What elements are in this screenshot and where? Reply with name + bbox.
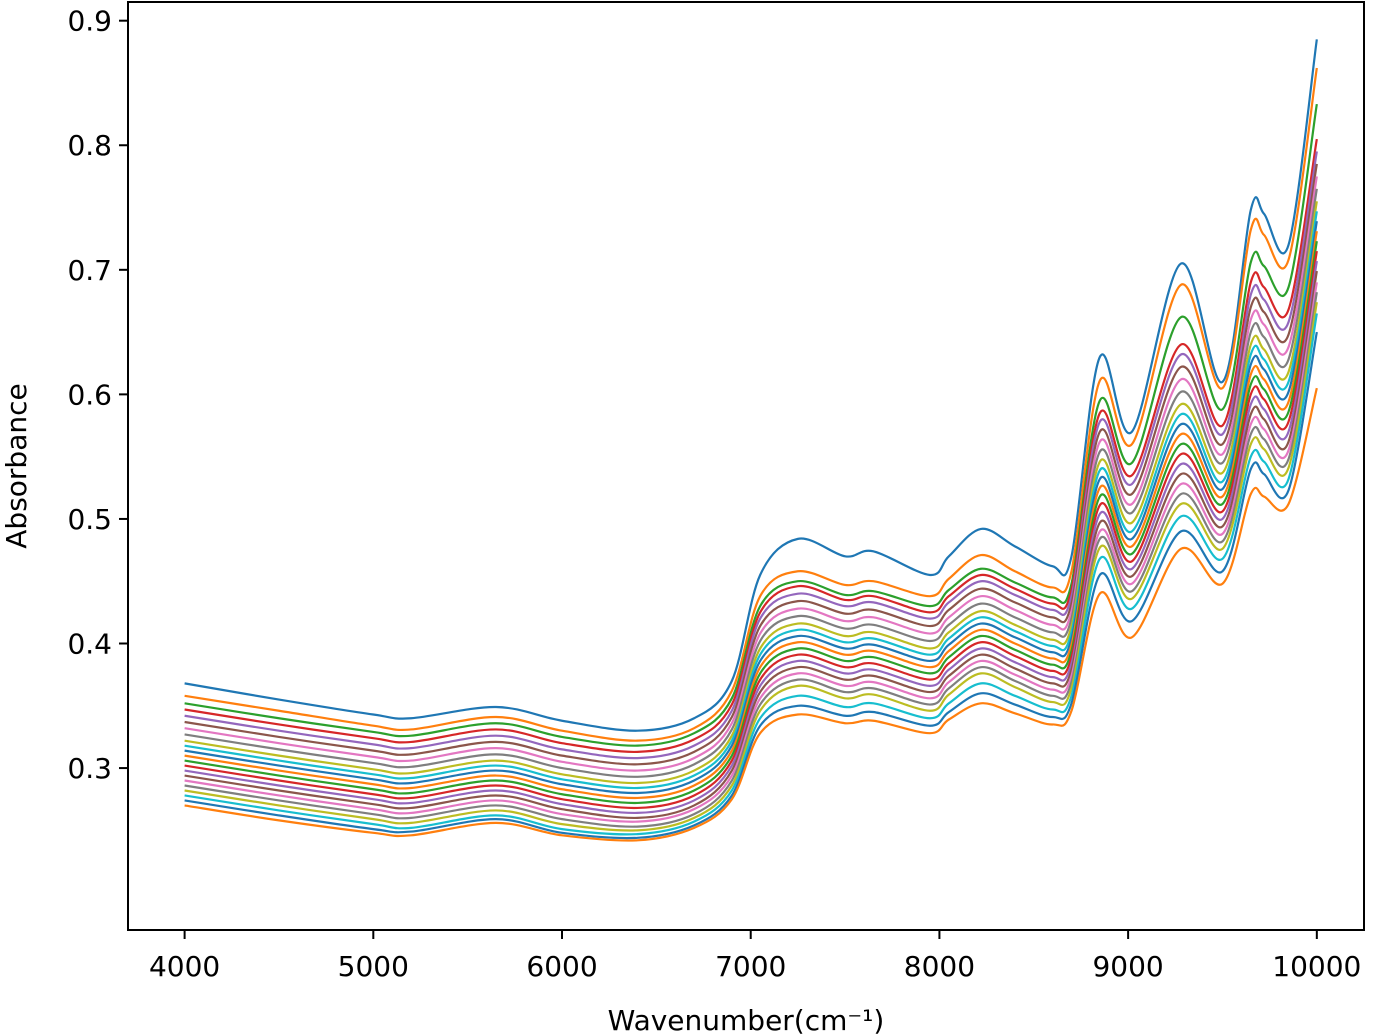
spectrum-line-2 (184, 67, 1318, 742)
spectrum-line-13 (184, 240, 1318, 805)
spectrum-line-8 (184, 188, 1318, 778)
x-tick-label: 8000 (904, 950, 975, 983)
y-axis-label: Absorbance (0, 383, 33, 548)
x-tick-label: 7000 (715, 950, 786, 983)
x-tick-label: 5000 (338, 950, 409, 983)
spectrum-line-3 (184, 103, 1318, 747)
spectrum-line-9 (184, 201, 1318, 785)
spectrum-line-21 (184, 331, 1318, 840)
spectrum-line-10 (184, 211, 1318, 790)
spectrum-line-19 (184, 302, 1318, 832)
y-tick-label: 0.4 (67, 628, 112, 661)
spectrum-line-12 (184, 231, 1318, 800)
x-tick-label: 4000 (149, 950, 220, 983)
y-tick-label: 0.8 (67, 129, 112, 162)
x-axis: 4000 5000 6000 7000 8000 9000 10000 (149, 930, 1361, 983)
spectrum-line-20 (184, 313, 1318, 836)
spectrum-line-16 (184, 270, 1318, 819)
spectrum-line-22 (184, 387, 1318, 842)
spectrum-line-14 (184, 250, 1318, 810)
y-tick-label: 0.9 (67, 5, 112, 38)
series-layer (184, 39, 1318, 842)
spectrum-line-15 (184, 260, 1318, 815)
plot-frame (127, 1, 1365, 931)
y-tick-label: 0.3 (67, 752, 112, 785)
spectrum-line-7 (184, 176, 1318, 772)
x-tick-label: 6000 (526, 950, 597, 983)
y-tick-label: 0.5 (67, 503, 112, 536)
x-tick-label: 10000 (1272, 950, 1361, 983)
spectrum-line-11 (184, 221, 1318, 795)
y-axis: 0.3 0.4 0.5 0.6 0.7 0.8 0.9 (67, 5, 128, 785)
spectrum-line-1 (184, 39, 1318, 732)
x-tick-label: 9000 (1092, 950, 1163, 983)
y-tick-label: 0.6 (67, 378, 112, 411)
spectrum-line-6 (184, 163, 1318, 766)
spectrum-line-18 (184, 292, 1318, 828)
x-axis-label: Wavenumber(cm⁻¹) (608, 1004, 885, 1036)
spectrum-line-5 (184, 151, 1318, 760)
spectrum-line-17 (184, 282, 1318, 823)
spectrum-line-4 (184, 138, 1318, 753)
y-tick-label: 0.7 (67, 254, 112, 287)
